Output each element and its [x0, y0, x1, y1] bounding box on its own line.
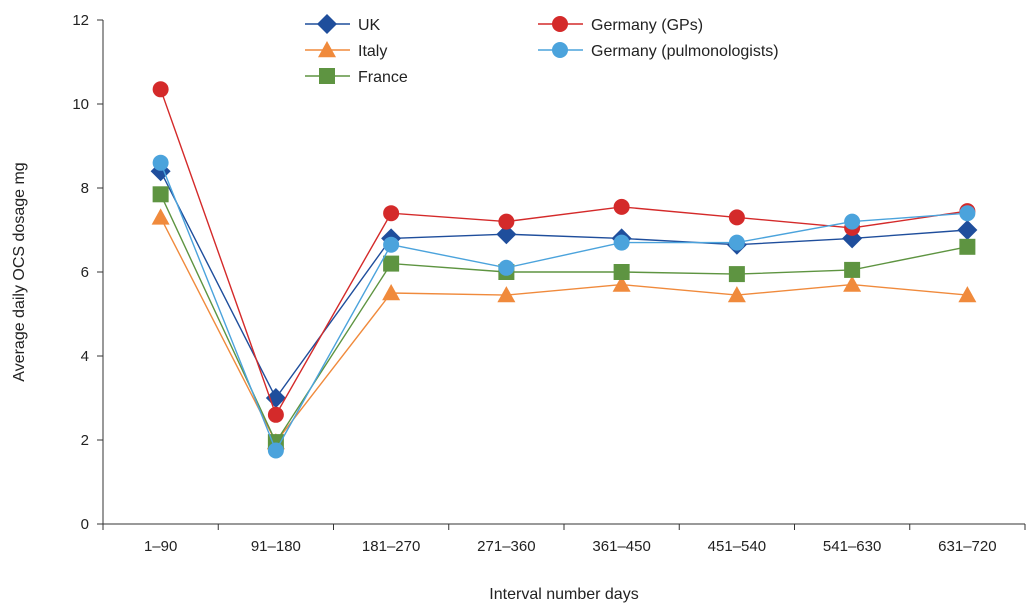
- legend-label: France: [358, 69, 408, 86]
- series-line-germany-pulmonologists: [159, 162, 968, 453]
- y-tick-label: 0: [81, 516, 89, 533]
- legend: UK Italy France Germany (GPs) Germany (pulmo…: [305, 14, 779, 86]
- data-point-germany-gps: [498, 213, 515, 230]
- x-axis-ticks: 1–90 91–180 181–270 271–360 361–450 451–540 54…: [102, 524, 1026, 555]
- series-uk: [150, 161, 978, 408]
- legend-item-italy: Italy: [305, 41, 387, 60]
- data-point-germany-pulmonologists: [728, 234, 745, 251]
- legend-marker: [552, 42, 568, 58]
- data-point-germany-pulmonologists: [844, 213, 861, 230]
- series-line-france: [159, 194, 968, 444]
- series-line-italy: [160, 217, 968, 444]
- legend-label: Italy: [358, 43, 387, 60]
- data-point-germany-gps: [383, 205, 400, 222]
- y-tick-label: 4: [81, 348, 89, 365]
- legend-item-france: France: [305, 68, 408, 86]
- y-tick-label: 10: [72, 96, 89, 113]
- x-axis-title: Interval number days: [489, 586, 638, 603]
- y-tick-label: 12: [72, 12, 89, 29]
- data-point-italy: [612, 275, 631, 292]
- data-point-france: [613, 264, 630, 280]
- data-point-italy: [843, 275, 862, 292]
- x-tick-label: 91–180: [251, 538, 301, 555]
- legend-label: Germany (GPs): [591, 17, 703, 34]
- legend-label: Germany (pulmonologists): [591, 43, 779, 60]
- data-point-germany-gps: [152, 81, 169, 98]
- data-point-italy: [497, 286, 516, 303]
- data-point-uk: [957, 220, 978, 240]
- x-tick-label: 451–540: [708, 538, 766, 555]
- data-point-uk: [496, 224, 517, 245]
- data-point-germany-gps: [728, 209, 745, 226]
- data-point-germany-pulmonologists: [959, 205, 976, 222]
- data-point-italy: [958, 286, 977, 303]
- legend-item-germany-gps: Germany (GPs): [538, 16, 703, 34]
- x-tick-label: 1–90: [144, 538, 177, 555]
- data-point-france: [844, 261, 861, 278]
- y-axis-ticks: 0 2 4 6 8 10 12: [72, 12, 103, 533]
- legend-item-germany-pulmonologists: Germany (pulmonologists): [538, 42, 779, 60]
- x-tick-label: 361–450: [592, 538, 650, 555]
- x-tick-label: 181–270: [362, 538, 420, 555]
- data-point-germany-pulmonologists: [383, 236, 400, 253]
- x-tick-label: 271–360: [477, 538, 535, 555]
- series-line-germany-gps: [159, 89, 968, 417]
- x-tick-label: 541–630: [823, 538, 881, 555]
- data-point-germany-pulmonologists: [498, 259, 515, 276]
- legend-item-uk: UK: [305, 14, 381, 34]
- y-tick-label: 6: [81, 264, 89, 281]
- y-tick-label: 2: [81, 432, 89, 449]
- data-point-italy: [727, 286, 746, 303]
- data-point-uk: [265, 388, 286, 408]
- y-tick-label: 8: [81, 180, 89, 197]
- data-point-france: [959, 238, 976, 255]
- data-point-france: [383, 255, 400, 272]
- data-point-germany-pulmonologists: [267, 442, 284, 459]
- y-axis-title: Average daily OCS dosage mg: [11, 162, 28, 381]
- data-point-france: [152, 186, 169, 203]
- legend-marker: [318, 41, 336, 58]
- data-point-germany-gps: [267, 406, 284, 423]
- data-point-germany-pulmonologists: [152, 154, 169, 171]
- series-layer: [150, 81, 978, 459]
- legend-marker: [552, 16, 568, 32]
- x-tick-label: 631–720: [938, 538, 996, 555]
- data-point-germany-gps: [613, 198, 630, 215]
- data-point-italy: [151, 208, 170, 225]
- data-point-france: [728, 266, 745, 283]
- series-germany-pulmonologists: [152, 154, 976, 459]
- legend-label: UK: [358, 17, 381, 34]
- series-germany-gps: [152, 81, 976, 423]
- data-point-germany-pulmonologists: [613, 234, 630, 251]
- data-point-italy: [382, 284, 401, 301]
- legend-marker: [319, 68, 335, 84]
- legend-marker: [317, 14, 337, 34]
- series-line-uk: [160, 170, 968, 400]
